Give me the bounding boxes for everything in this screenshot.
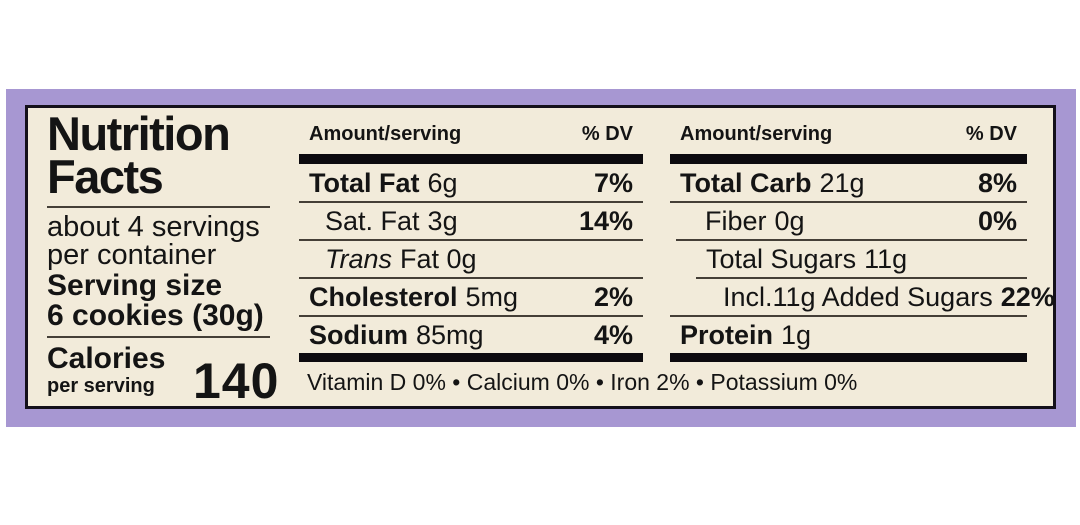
- calories-value: 140: [193, 353, 280, 409]
- nutrient-rows: Total Fat 6g 7% Sat. Fat 3g 14% Trans Fat 0…: [299, 165, 643, 353]
- label-purple-frame: Nutrition Facts about 4 servings per con…: [6, 89, 1076, 427]
- thick-rule: [670, 154, 1027, 164]
- nutrient-qty: 0g: [774, 205, 805, 236]
- nutrient-dv: 7%: [593, 167, 633, 198]
- thick-rule: [670, 353, 1027, 362]
- divider: [47, 206, 270, 208]
- nutrient-qty: 85mg: [416, 319, 484, 350]
- nutrient-row-trans-fat: Trans Fat 0g: [299, 241, 643, 277]
- nutrient-qty: 3g: [427, 205, 458, 236]
- divider: [299, 277, 643, 279]
- nutrient-row-total-carb: Total Carb 21g 8%: [670, 165, 1027, 201]
- serving-size: Serving size 6 cookies (30g): [47, 271, 287, 331]
- nutrient-dv: 2%: [593, 281, 633, 312]
- nutrition-facts-title: Nutrition Facts: [47, 107, 231, 203]
- nutrient-row-cholesterol: Cholesterol 5mg 2%: [299, 279, 643, 315]
- nutrient-row-fiber: Fiber 0g 0%: [670, 203, 1027, 239]
- nutrient-name: Trans: [325, 243, 393, 274]
- nutrient-dv: 8%: [977, 167, 1017, 198]
- divider: [299, 239, 643, 241]
- nutrient-dv: 4%: [593, 319, 633, 350]
- nutrient-name: Protein: [680, 319, 774, 350]
- nutrient-dv: 0%: [977, 205, 1017, 236]
- nutrient-qty: 5mg: [465, 281, 519, 312]
- serving-size-value: 6 cookies (30g): [47, 299, 264, 332]
- nutrient-qty: 21g: [819, 167, 865, 198]
- nutrient-name: Total Fat: [309, 167, 420, 198]
- micronutrients-line: Vitamin D 0% • Calcium 0% • Iron 2% • Po…: [307, 369, 858, 395]
- divider: [47, 336, 270, 338]
- nutrient-row-sat-fat: Sat. Fat 3g 14%: [299, 203, 643, 239]
- divider: [670, 315, 1027, 317]
- column-header: Amount/serving % DV: [299, 123, 643, 146]
- nutrient-dv: 22%: [1000, 281, 1055, 312]
- nutrient-rows: Total Carb 21g 8% Fiber 0g 0% Total Sugars…: [670, 165, 1055, 353]
- divider: [670, 201, 1027, 203]
- nutrient-name: Cholesterol: [309, 281, 458, 312]
- nutrient-qty: 1g: [781, 319, 812, 350]
- nutrient-qty: 6g: [427, 167, 458, 198]
- nutrient-column-fat-sodium: Amount/serving % DV Total Fat 6g 7% Sat. …: [299, 108, 643, 406]
- nutrient-name: Incl.11g Added Sugars: [723, 281, 993, 312]
- divider: [696, 277, 1027, 279]
- nutrient-name: Sat. Fat: [325, 205, 420, 236]
- nutrient-name: Total Carb: [680, 167, 812, 198]
- column-header: Amount/serving % DV: [670, 123, 1027, 146]
- nutrient-row-added-sugars: Incl.11g Added Sugars 22%: [670, 279, 1055, 315]
- nutrient-dv: 14%: [578, 205, 633, 236]
- divider: [299, 201, 643, 203]
- divider: [299, 315, 643, 317]
- summary-column: Nutrition Facts about 4 servings per con…: [47, 108, 297, 406]
- thick-rule: [299, 154, 643, 164]
- percent-dv-header: % DV: [581, 123, 633, 145]
- nutrient-qty: 11g: [864, 243, 908, 274]
- nutrient-name: Sodium: [309, 319, 408, 350]
- percent-dv-header: % DV: [965, 123, 1017, 145]
- nutrient-row-protein: Protein 1g: [670, 317, 1027, 353]
- serving-size-label: Serving size: [47, 269, 223, 302]
- nutrient-row-total-fat: Total Fat 6g 7%: [299, 165, 643, 201]
- nutrient-name: Total Sugars: [706, 243, 857, 274]
- amount-serving-header: Amount/serving: [309, 123, 462, 145]
- nutrient-row-sodium: Sodium 85mg 4%: [299, 317, 643, 353]
- amount-serving-header: Amount/serving: [680, 123, 833, 145]
- nutrient-row-total-sugars: Total Sugars 11g: [670, 241, 1027, 277]
- nutrition-facts-panel: Nutrition Facts about 4 servings per con…: [25, 105, 1056, 409]
- calories-word: Calories: [47, 342, 166, 375]
- nutrient-name: Fiber: [705, 205, 767, 236]
- servings-per-container: about 4 servings per container: [47, 211, 260, 271]
- calories-per-serving: per serving: [47, 375, 155, 397]
- nutrient-column-carb-protein: Amount/serving % DV Total Carb 21g 8% Fib…: [670, 108, 1055, 406]
- thick-rule: [299, 353, 643, 362]
- calories-label: Calories per serving: [47, 342, 166, 397]
- divider: [676, 239, 1027, 241]
- nutrient-qty: Fat 0g: [400, 243, 477, 274]
